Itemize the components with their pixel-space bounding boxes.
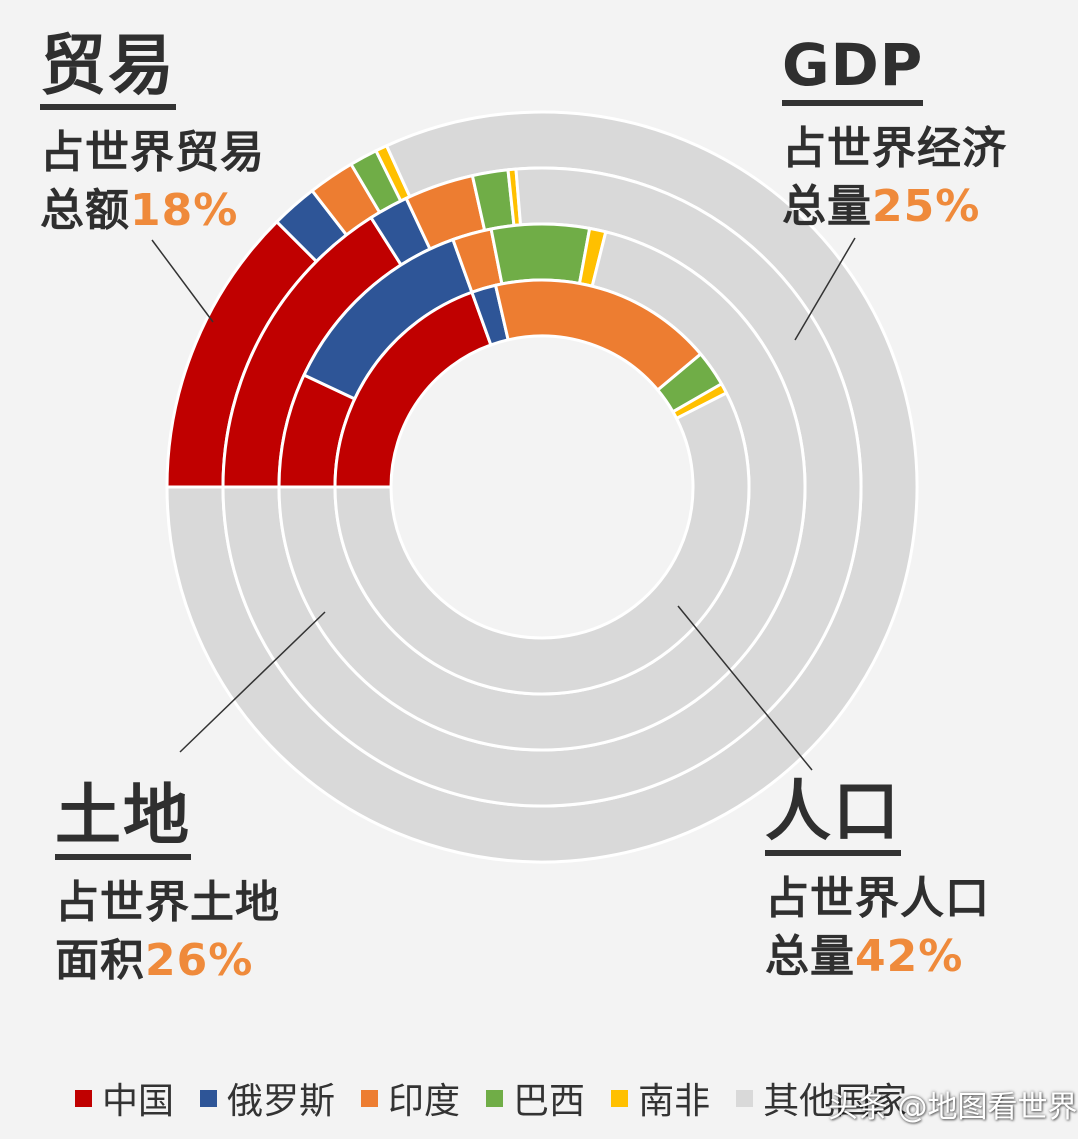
- legend-label-india: 印度: [388, 1081, 461, 1122]
- legend-label-brazil: 巴西: [513, 1081, 586, 1122]
- trade-title: 贸易: [40, 32, 176, 110]
- trade-annotation: 贸易 占世界贸易 总额18%: [40, 32, 265, 240]
- legend-label-russia: 俄罗斯: [227, 1081, 336, 1122]
- population-desc-line1: 占世界人口: [765, 873, 990, 924]
- legend-item-other: 其他国家: [736, 1072, 907, 1124]
- trade-desc: 占世界贸易 总额18%: [40, 124, 265, 240]
- legend-label-other: 其他国家: [763, 1081, 908, 1122]
- legend-label-china: 中国: [102, 1081, 175, 1122]
- legend-item-brazil: 巴西: [486, 1072, 585, 1124]
- gdp-title: GDP: [782, 36, 924, 106]
- gdp-desc-line2: 总量25%: [782, 178, 1007, 236]
- leader-lines: [151, 237, 856, 771]
- trade-desc-line2-text: 总额: [40, 185, 130, 236]
- gdp-pct: 25%: [872, 181, 981, 232]
- trade-pct: 18%: [130, 185, 239, 236]
- gdp-desc: 占世界经济 总量25%: [782, 120, 1007, 236]
- legend-swatch-other: [736, 1089, 754, 1107]
- land-desc: 占世界土地 面积26%: [55, 874, 280, 990]
- trade-desc-line2: 总额18%: [40, 182, 265, 240]
- population-desc-line2-text: 总量: [765, 931, 855, 982]
- legend-item-russia: 俄罗斯: [200, 1072, 335, 1124]
- legend-swatch-southafrica: [611, 1089, 629, 1107]
- population-pct: 42%: [855, 931, 964, 982]
- legend-swatch-india: [361, 1089, 379, 1107]
- gdp-desc-line2-text: 总量: [782, 181, 872, 232]
- legend-item-india: 印度: [361, 1072, 460, 1124]
- legend-label-southafrica: 南非: [638, 1081, 711, 1122]
- population-annotation: 人口 占世界人口 总量42%: [765, 778, 990, 986]
- leader-line-trade: [151, 239, 214, 323]
- population-title: 人口: [765, 778, 901, 856]
- land-pct: 26%: [145, 935, 254, 986]
- land-title: 土地: [55, 782, 191, 860]
- population-desc-line2: 总量42%: [765, 928, 990, 986]
- leader-line-land: [179, 611, 326, 753]
- ring-segments: [165, 110, 919, 864]
- population-desc: 占世界人口 总量42%: [765, 870, 990, 986]
- gdp-desc-line1: 占世界经济: [782, 123, 1007, 174]
- legend-item-southafrica: 南非: [611, 1072, 710, 1124]
- trade-desc-line1: 占世界贸易: [40, 127, 265, 178]
- gdp-annotation: GDP 占世界经济 总量25%: [782, 36, 1007, 236]
- watermark-text: 头条 @地图看世界: [828, 1090, 1078, 1125]
- land-desc-line2-text: 面积: [55, 935, 145, 986]
- leader-line-gdp: [794, 237, 856, 341]
- legend-swatch-russia: [200, 1089, 218, 1107]
- land-desc-line2: 面积26%: [55, 932, 280, 990]
- legend: 中国 俄罗斯 印度 巴西 南非 其他国家: [75, 1072, 907, 1124]
- leader-line-pop: [677, 605, 813, 771]
- land-desc-line1: 占世界土地: [55, 877, 280, 928]
- segment-land-brazil: [489, 222, 592, 286]
- segment-population-other: [333, 391, 751, 696]
- land-annotation: 土地 占世界土地 面积26%: [55, 782, 280, 990]
- legend-item-china: 中国: [75, 1072, 174, 1124]
- legend-swatch-brazil: [486, 1089, 504, 1107]
- legend-swatch-china: [75, 1089, 92, 1107]
